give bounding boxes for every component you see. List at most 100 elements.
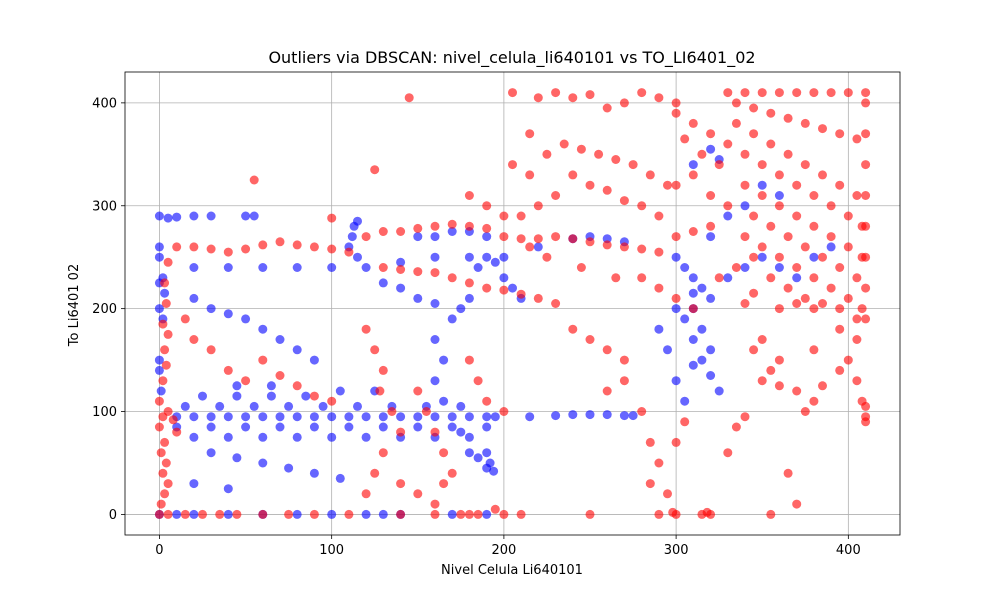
y-tick-label: 300: [92, 199, 117, 214]
inlier-point: [482, 463, 492, 473]
inlier-point: [671, 304, 681, 314]
inlier-point: [447, 422, 457, 432]
data-points: [154, 88, 871, 519]
outlier-point: [542, 252, 552, 262]
inlier-point: [430, 335, 440, 344]
outlier-point: [396, 227, 406, 236]
outlier-point: [818, 252, 827, 262]
outlier-point: [447, 468, 457, 478]
inlier-point: [154, 365, 164, 375]
inlier-point: [688, 273, 698, 283]
outlier-point: [800, 160, 810, 170]
outlier-point: [740, 299, 750, 308]
outlier-point: [766, 273, 776, 283]
outlier-point: [559, 139, 569, 149]
outlier-point: [413, 386, 423, 396]
outlier-point: [473, 376, 483, 386]
outlier-point: [378, 263, 388, 272]
inlier-point: [189, 432, 199, 442]
outlier-point: [525, 170, 535, 180]
outlier-point: [835, 263, 845, 272]
inlier-point: [697, 324, 707, 334]
outlier-point: [576, 263, 586, 272]
inlier-point: [160, 288, 170, 298]
outlier-point: [800, 407, 810, 416]
outlier-point: [241, 244, 251, 254]
inlier-point: [482, 422, 492, 432]
inlier-point: [490, 257, 500, 267]
inlier-point: [154, 304, 164, 314]
inlier-point: [206, 448, 216, 458]
outlier-series: [154, 88, 871, 519]
inlier-point: [706, 371, 716, 380]
outlier-point: [447, 219, 457, 229]
outlier-point: [482, 223, 492, 233]
inlier-point: [154, 242, 164, 252]
outlier-point: [585, 509, 595, 519]
outlier-point: [430, 427, 440, 437]
outlier-point: [180, 314, 190, 324]
inlier-point: [774, 263, 784, 272]
outlier-point: [835, 129, 845, 139]
outlier-point: [447, 273, 457, 283]
outlier-point: [154, 422, 164, 432]
outlier-point: [551, 232, 561, 242]
outlier-point: [680, 417, 690, 427]
outlier-point: [800, 118, 810, 128]
outlier-point: [671, 437, 681, 447]
outlier-point: [499, 285, 509, 295]
outlier-point: [783, 149, 793, 159]
inlier-point: [706, 293, 716, 303]
outlier-point: [516, 234, 526, 244]
outlier-point: [861, 88, 871, 98]
x-tick-label: 200: [491, 543, 516, 558]
inlier-point: [275, 422, 285, 432]
outlier-point: [740, 88, 750, 98]
inlier-point: [654, 324, 664, 334]
outlier-point: [757, 242, 767, 252]
outlier-point: [818, 170, 827, 180]
x-tick-label: 0: [155, 543, 163, 558]
outlier-point: [232, 509, 242, 519]
outlier-point: [774, 201, 784, 211]
outlier-point: [533, 93, 543, 103]
inlier-point: [464, 412, 474, 422]
inlier-point: [464, 293, 474, 303]
outlier-point: [645, 170, 655, 180]
outlier-point: [309, 391, 319, 401]
inlier-point: [172, 212, 182, 222]
outlier-point: [809, 88, 819, 98]
inlier-point: [680, 396, 690, 406]
outlier-point: [154, 396, 164, 406]
inlier-point: [241, 211, 251, 221]
outlier-point: [740, 180, 750, 190]
outlier-point: [421, 407, 431, 416]
inlier-point: [189, 479, 199, 489]
x-axis-label: Nivel Celula Li640101: [441, 563, 583, 578]
outlier-point: [533, 293, 543, 303]
outlier-point: [158, 468, 168, 478]
outlier-point: [430, 221, 440, 231]
outlier-point: [180, 509, 190, 519]
outlier-point: [749, 103, 759, 113]
inlier-point: [430, 376, 440, 386]
outlier-point: [792, 211, 802, 221]
inlier-point: [378, 422, 388, 432]
inlier-point: [249, 401, 259, 411]
outlier-point: [156, 448, 166, 458]
outlier-point: [404, 93, 414, 103]
outlier-point: [654, 93, 664, 103]
inlier-point: [447, 412, 457, 422]
outlier-point: [637, 244, 647, 254]
outlier-point: [430, 499, 440, 509]
outlier-point: [611, 155, 621, 164]
inlier-point: [473, 263, 483, 272]
inlier-point: [525, 412, 535, 422]
inlier-point: [706, 144, 716, 154]
outlier-point: [723, 201, 733, 211]
inlier-point: [189, 293, 199, 303]
outlier-point: [654, 211, 664, 221]
outlier-point: [499, 509, 509, 519]
outlier-point: [378, 448, 388, 458]
outlier-point: [637, 273, 647, 283]
